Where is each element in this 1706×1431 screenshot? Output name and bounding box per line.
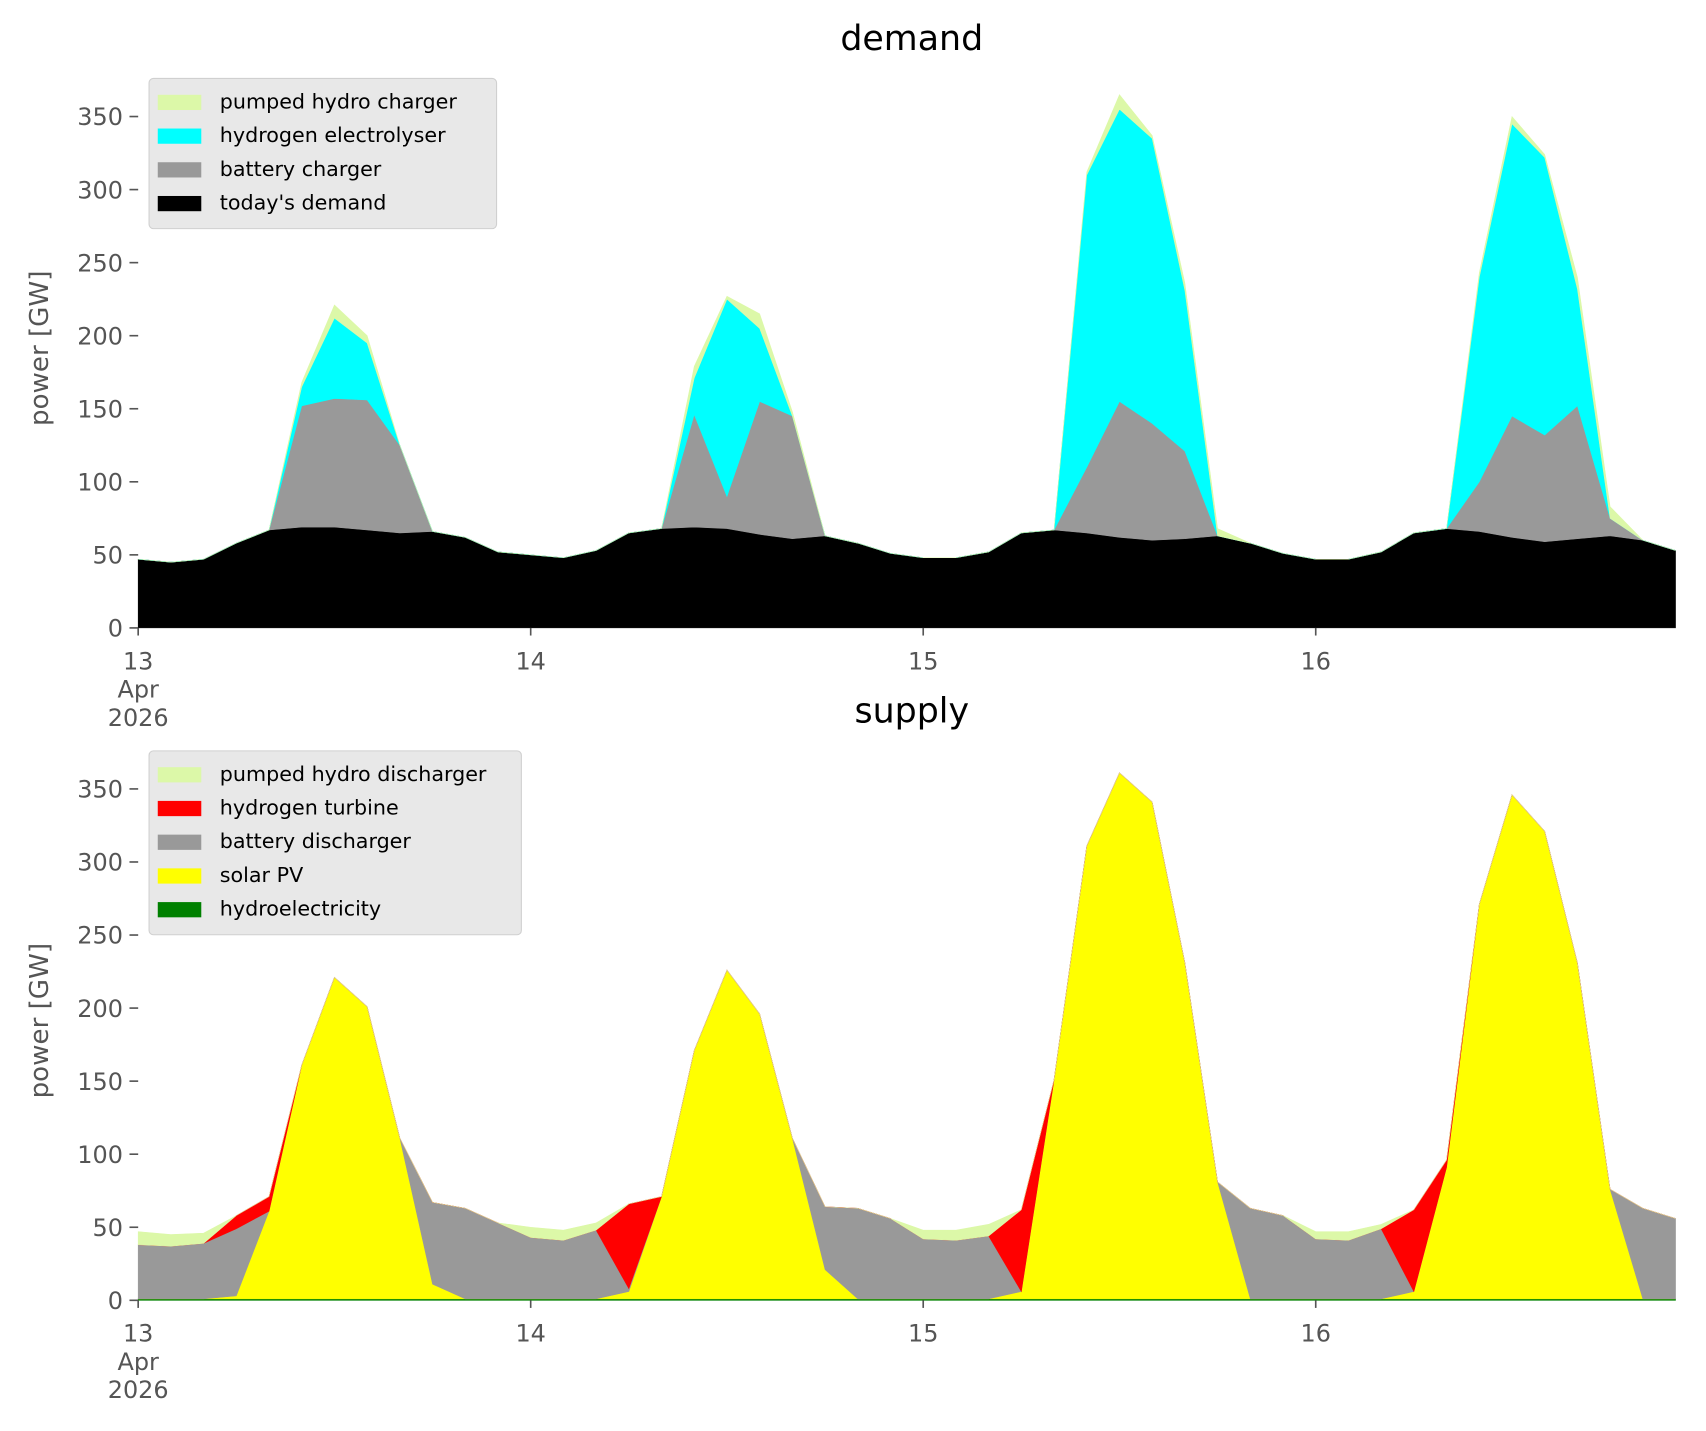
- legend-label: hydrogen turbine: [220, 796, 399, 820]
- legend-swatch: [157, 902, 202, 918]
- legend-box: [148, 750, 522, 936]
- y-tick-label: 300: [77, 176, 123, 204]
- y-tick-label: 200: [77, 995, 123, 1023]
- area: [137, 526, 1676, 629]
- legend-swatch: [157, 128, 202, 144]
- y-tick-label: 150: [77, 395, 123, 423]
- chart-title: supply: [854, 692, 969, 732]
- x-tick-label: 14: [515, 1320, 545, 1348]
- y-tick-label: 50: [92, 542, 122, 570]
- x-tick-label: 13 Apr 2026: [108, 647, 169, 732]
- legend-box: [148, 77, 498, 230]
- y-axis-label: power [GW]: [25, 943, 55, 1098]
- legend-label: battery discharger: [220, 829, 412, 853]
- legend-label: hydroelectricity: [220, 897, 381, 921]
- x-tick-label: 13 Apr 2026: [108, 1320, 169, 1405]
- y-tick-label: 250: [77, 922, 123, 950]
- y-tick-label: 300: [77, 849, 123, 877]
- legend-label: solar PV: [220, 863, 303, 887]
- legend-label: battery charger: [220, 157, 382, 181]
- area: [137, 772, 1676, 1247]
- legend-swatch: [157, 162, 202, 178]
- legend-label: pumped hydro charger: [220, 89, 458, 113]
- y-tick-label: 0: [108, 615, 123, 643]
- y-axis-label: power [GW]: [25, 271, 55, 426]
- x-tick-label: 14: [515, 647, 545, 675]
- legend: pumped hydro discharger hydrogen turbine b…: [148, 750, 522, 936]
- legend: pumped hydro charger hydrogen electrolyse…: [148, 77, 498, 230]
- y-tick-label: 50: [92, 1214, 122, 1242]
- chart-title: demand: [840, 19, 983, 59]
- legend-swatch: [157, 834, 202, 850]
- legend-swatch: [157, 767, 202, 783]
- legend-swatch: [157, 868, 202, 884]
- x-tick-label: 15: [908, 647, 938, 675]
- x-tick-label: 16: [1301, 647, 1331, 675]
- legend-swatch: [157, 195, 202, 212]
- y-tick-label: 200: [77, 322, 123, 350]
- x-tick-label: 15: [908, 1320, 938, 1348]
- y-tick-label: 350: [77, 776, 123, 804]
- legend-swatch: [157, 94, 202, 111]
- legend-swatch: [157, 800, 202, 817]
- y-tick-label: 350: [77, 103, 123, 131]
- y-tick-label: 0: [108, 1287, 123, 1315]
- x-tick-label: 16: [1301, 1320, 1331, 1348]
- legend-label: pumped hydro discharger: [220, 762, 487, 786]
- y-tick-label: 100: [77, 1141, 123, 1169]
- legend-label: today's demand: [220, 191, 387, 215]
- y-tick-label: 100: [77, 469, 123, 497]
- y-tick-label: 250: [77, 249, 123, 277]
- y-tick-label: 150: [77, 1068, 123, 1096]
- legend-label: hydrogen electrolyser: [220, 123, 446, 147]
